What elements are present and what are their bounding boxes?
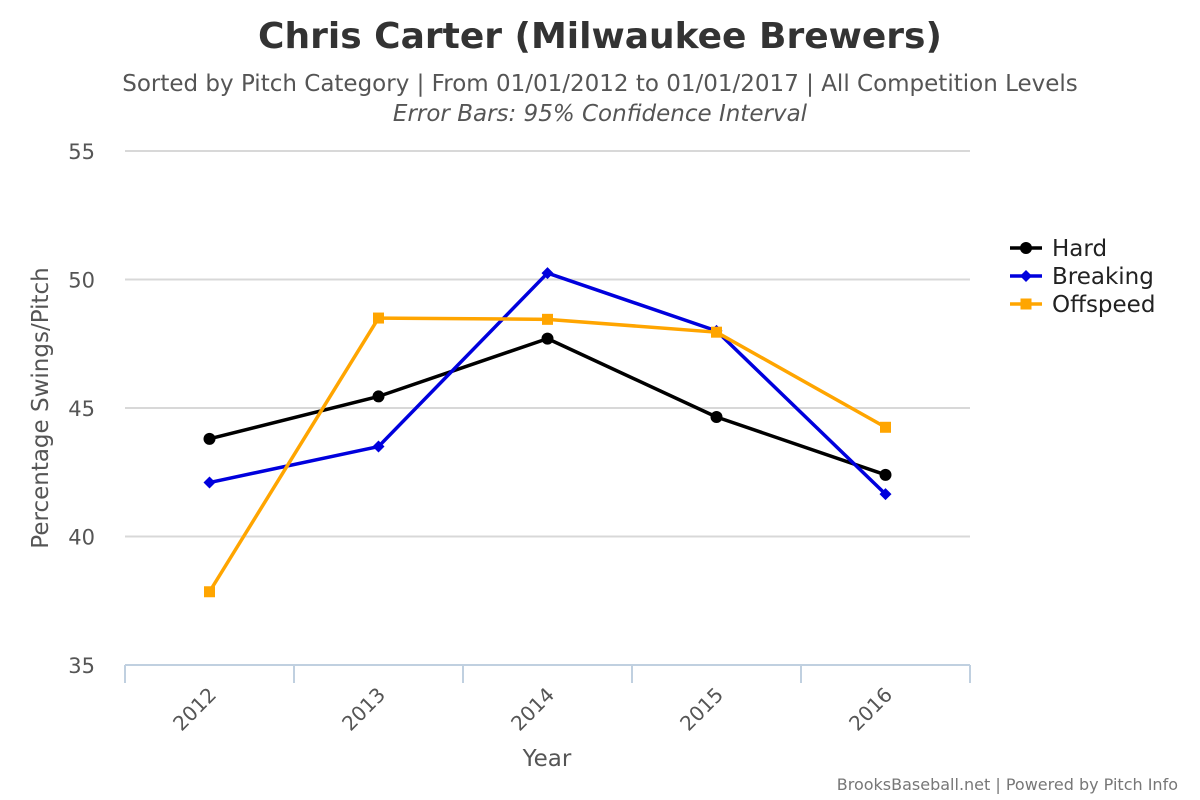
- x-tick-label: 2014: [506, 683, 559, 736]
- series-breaking: [203, 267, 892, 501]
- y-tick-label: 35: [68, 654, 95, 678]
- series-line-offspeed: [208, 316, 887, 593]
- grid-lines: [125, 150, 970, 538]
- data-point-offspeed[interactable]: [373, 312, 384, 324]
- legend-label-offspeed: Offspeed: [1052, 292, 1155, 318]
- chart-credit[interactable]: BrooksBaseball.net | Powered by Pitch In…: [837, 775, 1178, 794]
- data-point-hard[interactable]: [541, 332, 554, 345]
- data-point-hard[interactable]: [372, 390, 385, 403]
- data-point-hard[interactable]: [710, 410, 723, 423]
- x-axis-ticks: 2012 2013 2014 2015 2016: [168, 683, 897, 736]
- legend-marker-offspeed[interactable]: [1020, 298, 1032, 310]
- legend-label-breaking: Breaking: [1052, 264, 1154, 290]
- data-point-hard[interactable]: [203, 432, 216, 445]
- series-line-hard: [209, 336, 887, 477]
- legend-label-hard: Hard: [1052, 236, 1107, 262]
- y-tick-label: 40: [68, 526, 95, 550]
- data-point-hard[interactable]: [879, 468, 892, 481]
- series-offspeed: [204, 312, 891, 598]
- x-tick-label: 2015: [675, 683, 728, 736]
- data-point-breaking[interactable]: [879, 488, 892, 501]
- x-tick-label: 2016: [844, 683, 897, 736]
- data-point-offspeed[interactable]: [711, 326, 722, 338]
- chart-title: Chris Carter (Milwaukee Brewers): [258, 16, 942, 57]
- data-point-breaking[interactable]: [372, 440, 385, 453]
- legend-marker-breaking[interactable]: [1020, 270, 1032, 282]
- x-tick-label: 2013: [337, 683, 390, 736]
- legend-item-breaking[interactable]: Breaking: [1010, 264, 1154, 290]
- data-point-breaking[interactable]: [541, 267, 554, 280]
- legend-item-offspeed[interactable]: Offspeed: [1010, 292, 1155, 318]
- y-axis-ticks: 35 40 45 50 55: [68, 140, 95, 678]
- x-axis: [124, 664, 971, 683]
- series-hard: [203, 332, 892, 481]
- series-line-breaking: [209, 271, 887, 496]
- y-tick-label: 45: [68, 397, 95, 421]
- y-tick-label: 50: [68, 269, 95, 293]
- legend-marker-hard[interactable]: [1020, 242, 1032, 254]
- data-point-offspeed[interactable]: [880, 421, 891, 433]
- data-point-offspeed[interactable]: [542, 313, 553, 325]
- chart-subtitle-error-bars: Error Bars: 95% Confidence Interval: [393, 101, 808, 127]
- x-axis-label: Year: [522, 746, 572, 772]
- chart-subtitle: Sorted by Pitch Category | From 01/01/20…: [122, 71, 1078, 97]
- y-tick-label: 55: [68, 140, 95, 164]
- data-point-offspeed[interactable]: [204, 586, 215, 598]
- y-axis-label: Percentage Swings/Pitch: [28, 267, 54, 548]
- series-layer: [203, 267, 892, 598]
- legend-item-hard[interactable]: Hard: [1010, 236, 1107, 262]
- x-tick-label: 2012: [168, 683, 221, 736]
- data-point-breaking[interactable]: [203, 476, 216, 489]
